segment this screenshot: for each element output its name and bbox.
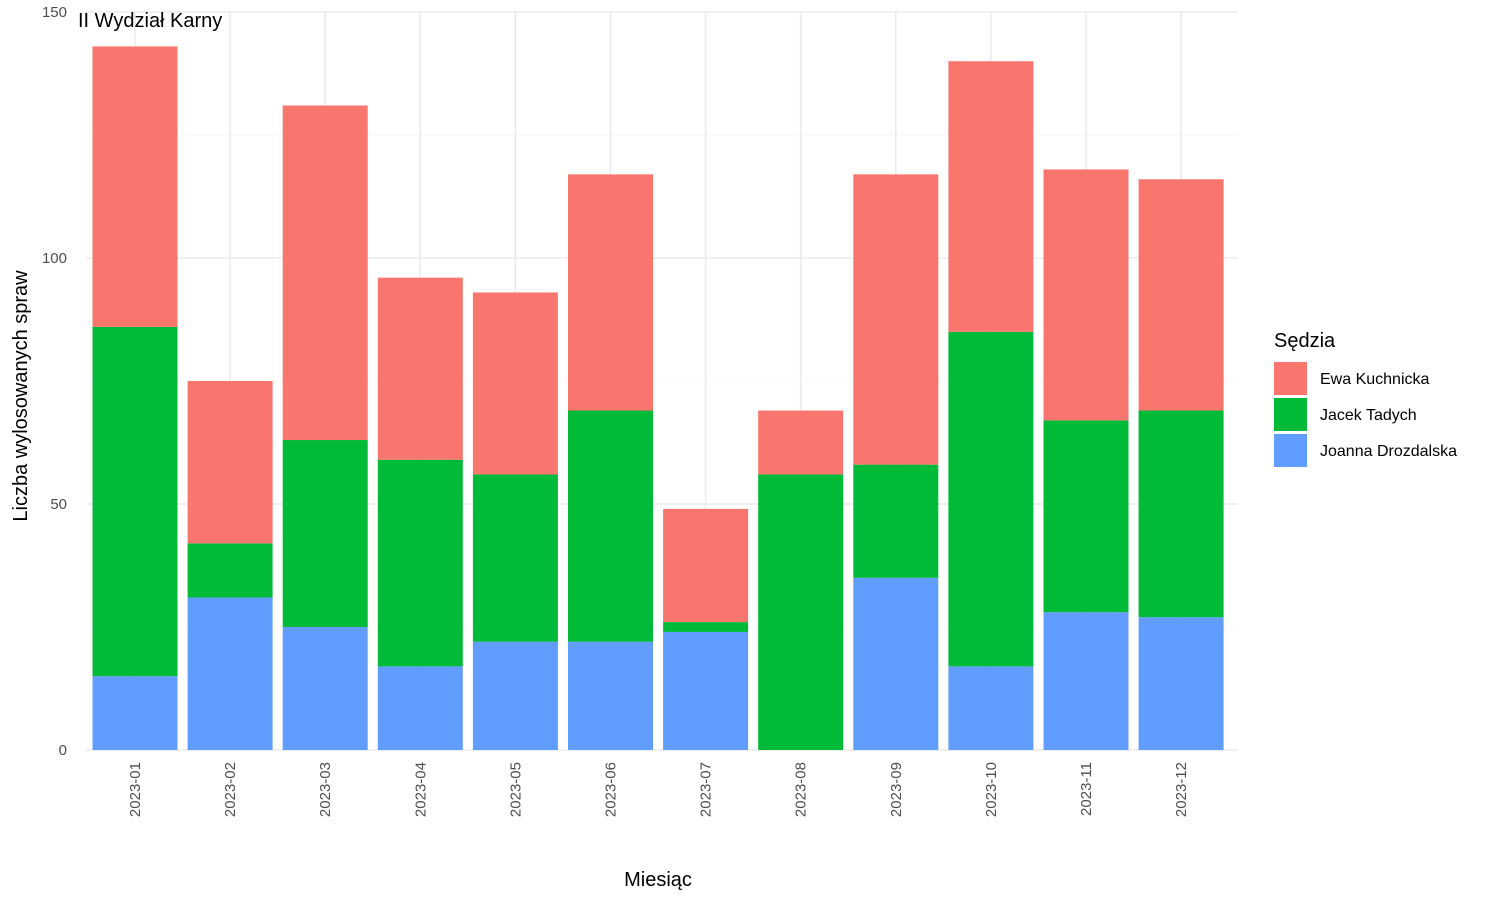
x-tick-label: 2023-03 bbox=[317, 762, 334, 817]
legend-swatch bbox=[1274, 362, 1307, 395]
legend-swatch bbox=[1274, 434, 1307, 467]
y-tick-label: 0 bbox=[59, 742, 67, 759]
x-tick-label: 2023-02 bbox=[222, 762, 239, 817]
x-tick-label: 2023-11 bbox=[1078, 762, 1095, 816]
x-tick-label: 2023-01 bbox=[127, 762, 144, 817]
bar-segment bbox=[853, 174, 939, 465]
bar-segment bbox=[92, 676, 178, 750]
bar-segment bbox=[377, 277, 463, 460]
x-axis-ticks: 2023-01 2023-02 2023-03 2023-04 2023-05 2023-… bbox=[127, 762, 1190, 817]
bar-segment bbox=[1138, 179, 1224, 411]
x-tick-label: 2023-04 bbox=[412, 762, 429, 817]
x-axis-title: Miesiąc bbox=[624, 869, 692, 891]
bar-segment bbox=[1043, 169, 1129, 421]
x-tick-label: 2023-08 bbox=[793, 762, 810, 817]
bar-segment bbox=[472, 474, 558, 642]
x-tick-label: 2023-12 bbox=[1173, 762, 1190, 817]
x-tick-label: 2023-07 bbox=[698, 762, 715, 817]
x-tick-label: 2023-09 bbox=[888, 762, 905, 817]
bar-segment bbox=[377, 666, 463, 750]
y-tick-label: 100 bbox=[42, 250, 67, 267]
y-axis-title: Liczba wylosowanych spraw bbox=[10, 270, 32, 522]
bar-segment bbox=[92, 46, 178, 327]
bar-segment bbox=[1043, 612, 1129, 750]
bar-segment bbox=[758, 410, 844, 475]
bar-segment bbox=[663, 631, 749, 750]
bar-segment bbox=[187, 381, 273, 544]
bar-segment bbox=[472, 292, 558, 475]
bar-segment bbox=[568, 174, 653, 411]
bar-segment bbox=[282, 440, 368, 627]
y-tick-label: 150 bbox=[42, 4, 67, 21]
bar-segment bbox=[282, 627, 368, 750]
bar-segment bbox=[187, 597, 273, 750]
bar-segment bbox=[1043, 420, 1129, 613]
legend: Sędzia Ewa Kuchnicka Jacek Tadych Joanna D… bbox=[1274, 330, 1457, 467]
y-axis-ticks: 0 50 100 150 bbox=[42, 4, 67, 759]
x-tick-label: 2023-10 bbox=[983, 762, 1000, 817]
x-tick-label: 2023-06 bbox=[603, 762, 620, 817]
legend-label: Joanna Drozdalska bbox=[1320, 443, 1457, 460]
bar-segment bbox=[948, 331, 1034, 667]
bar-segment bbox=[377, 459, 463, 667]
bar-segment bbox=[663, 622, 749, 632]
bar-segment bbox=[853, 577, 939, 750]
bar-segment bbox=[663, 508, 749, 623]
bar-segment bbox=[568, 641, 653, 750]
legend-label: Jacek Tadych bbox=[1320, 407, 1417, 424]
bar-segment bbox=[187, 543, 273, 598]
chart-title: II Wydział Karny bbox=[78, 10, 222, 32]
legend-title: Sędzia bbox=[1274, 330, 1336, 352]
bar-segment bbox=[1138, 410, 1224, 618]
legend-swatch bbox=[1274, 398, 1307, 431]
bars bbox=[92, 46, 1224, 750]
y-tick-label: 50 bbox=[50, 496, 67, 513]
bar-segment bbox=[92, 326, 178, 677]
bar-segment bbox=[758, 474, 844, 750]
bar-segment bbox=[1138, 617, 1224, 750]
bar-segment bbox=[472, 641, 558, 750]
bar-segment bbox=[948, 61, 1034, 332]
x-tick-label: 2023-05 bbox=[507, 762, 524, 817]
bar-segment bbox=[282, 105, 368, 441]
bar-segment bbox=[948, 666, 1034, 750]
bar-segment bbox=[568, 410, 653, 642]
legend-label: Ewa Kuchnicka bbox=[1320, 371, 1429, 388]
bar-segment bbox=[853, 464, 939, 578]
